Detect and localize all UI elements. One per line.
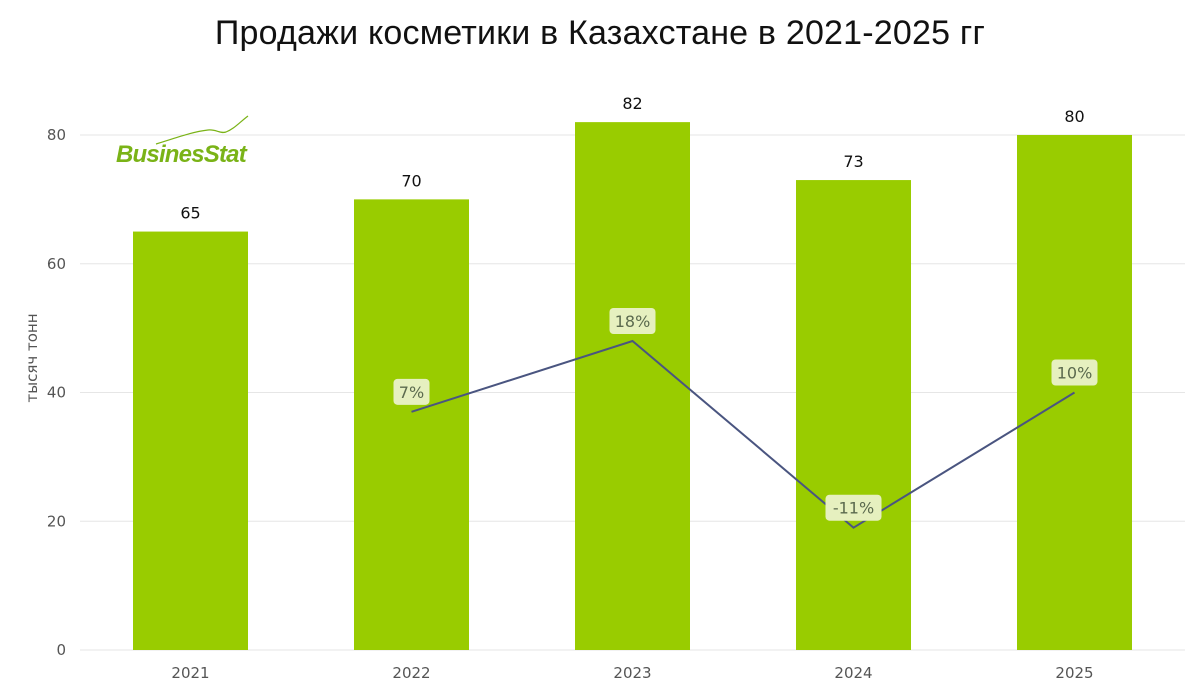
x-tick-label: 2021: [171, 664, 209, 682]
chart-title: Продажи косметики в Казахстане в 2021-20…: [214, 14, 986, 52]
growth-label: 10%: [1051, 359, 1098, 386]
growth-line: [411, 339, 1076, 529]
y-tick-label: 60: [47, 255, 66, 273]
logo-text: BusinesStat: [116, 141, 248, 168]
growth-label: 18%: [609, 308, 656, 334]
growth-label-bg: [393, 378, 430, 405]
y-tick-label: 20: [47, 512, 66, 530]
bar-value-label: 73: [843, 152, 863, 171]
bar-2024: [796, 180, 911, 650]
bar-2023: [575, 122, 690, 650]
growth-label: -11%: [825, 494, 882, 521]
growth-line-path: [411, 339, 1076, 529]
bars: [133, 122, 1132, 650]
y-tick-label: 0: [56, 641, 66, 659]
growth-label-bg: [609, 308, 656, 334]
growth-label-bg: [1051, 359, 1098, 386]
growth-label-text: -11%: [833, 499, 874, 518]
y-axis-title: тысяч тонн: [23, 313, 41, 402]
bar-value-labels: 65 70 82 73 80: [180, 94, 1084, 222]
y-axis-ticks: 0 20 40 60 80: [47, 126, 66, 659]
bar-2021: [133, 231, 248, 650]
x-tick-label: 2022: [392, 664, 430, 682]
bar-2022: [354, 199, 469, 650]
x-tick-label: 2025: [1055, 664, 1093, 682]
growth-label-bg: [825, 494, 882, 521]
logo-swoosh-icon: [155, 115, 249, 145]
bar-value-label: 65: [180, 204, 200, 223]
bar-value-label: 82: [622, 94, 642, 113]
growth-label-text: 10%: [1057, 364, 1093, 383]
growth-label-text: 7%: [399, 383, 424, 402]
x-axis-ticks: 2021 2022 2023 2024 2025: [171, 664, 1093, 682]
y-tick-label: 80: [47, 126, 66, 144]
growth-label: 7%: [393, 378, 430, 405]
y-tick-label: 40: [47, 384, 66, 402]
x-tick-label: 2024: [834, 664, 872, 682]
growth-labels: 7% 18% -11% 10%: [393, 308, 1098, 521]
bar-value-label: 80: [1064, 107, 1084, 126]
bar-value-label: 70: [401, 171, 421, 190]
businesstat-logo: BusinesStat: [116, 115, 249, 168]
x-tick-label: 2023: [613, 664, 651, 682]
growth-label-text: 18%: [615, 312, 651, 331]
